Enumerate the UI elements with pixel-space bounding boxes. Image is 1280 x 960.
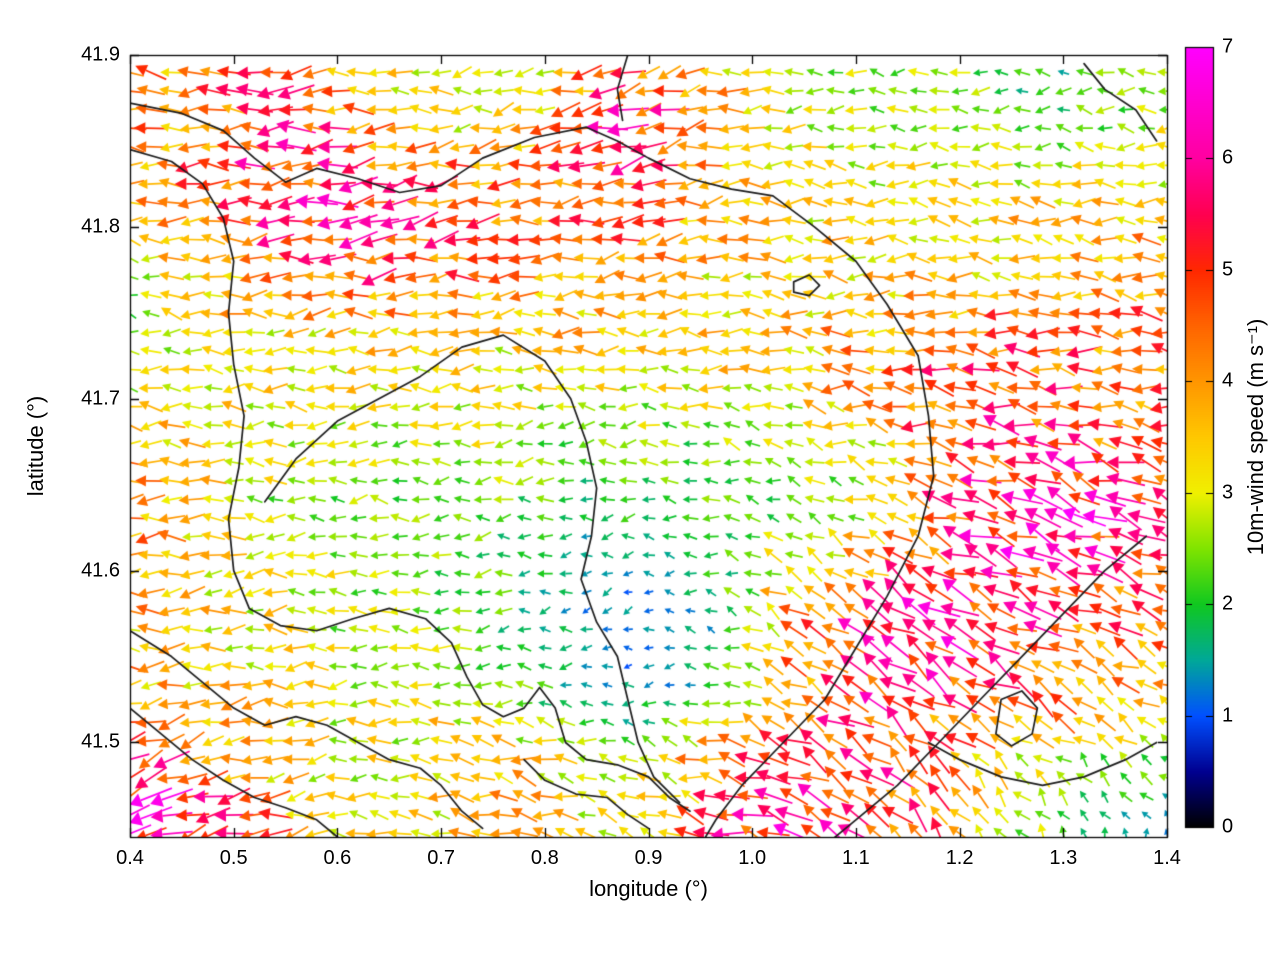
colorbar-tick-label: 3 <box>1222 481 1234 504</box>
x-tick-label: 0.4 <box>116 847 144 869</box>
colorbar-tick-label: 7 <box>1222 35 1234 58</box>
colorbar-tick-label: 2 <box>1222 592 1234 615</box>
colorbar-tick-label: 0 <box>1222 815 1234 838</box>
x-tick-label: 0.8 <box>530 847 559 869</box>
colorbar-label: 10m-wind speed (m s⁻¹) <box>1243 318 1268 556</box>
y-axis-label: latitude (°) <box>23 395 48 497</box>
y-tick-label: 41.6 <box>81 559 120 582</box>
x-tick-label: 1.3 <box>1049 847 1078 869</box>
y-tick-label: 41.7 <box>81 387 120 410</box>
x-tick-label: 1.1 <box>841 847 870 869</box>
x-tick-label: 0.7 <box>427 847 455 869</box>
x-tick-label: 1.0 <box>738 847 767 869</box>
colorbar-tick-label: 5 <box>1222 258 1234 281</box>
colorbar-tick-label: 4 <box>1222 369 1234 392</box>
x-tick-label: 0.9 <box>634 847 663 869</box>
colorbar-tick-label: 6 <box>1222 146 1234 169</box>
y-tick-label: 41.8 <box>81 215 120 238</box>
x-tick-label: 1.2 <box>945 847 974 869</box>
y-tick-label: 41.5 <box>81 730 120 753</box>
x-tick-label: 0.5 <box>219 847 248 869</box>
colorbar-tick-label: 1 <box>1222 704 1234 727</box>
x-tick-label: 0.6 <box>323 847 352 869</box>
x-tick-label: 1.4 <box>1153 847 1181 869</box>
y-tick-label: 41.9 <box>81 43 120 66</box>
x-axis-label: longitude (°) <box>589 876 708 901</box>
